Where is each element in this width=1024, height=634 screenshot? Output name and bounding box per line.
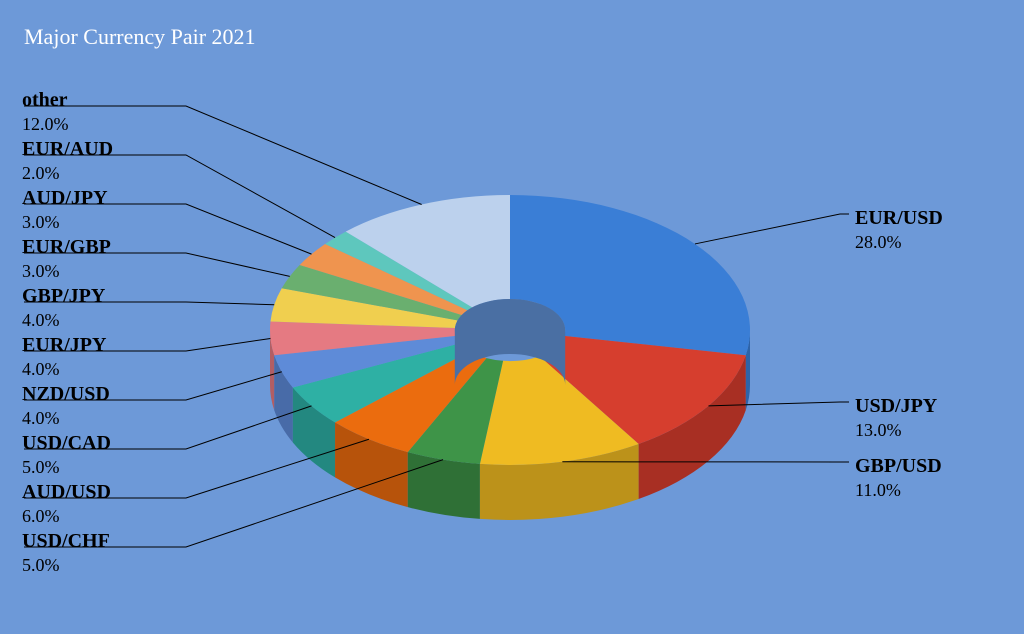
slice-label: GBP/JPY4.0% <box>22 284 105 332</box>
slice-label: EUR/USD28.0% <box>855 206 943 254</box>
slice-label: NZD/USD4.0% <box>22 382 110 430</box>
slice-label: EUR/AUD2.0% <box>22 137 113 185</box>
slice-label: GBP/USD11.0% <box>855 454 942 502</box>
slice-label: EUR/JPY4.0% <box>22 333 106 381</box>
slice-label: AUD/USD6.0% <box>22 480 111 528</box>
slice-label: USD/CHF5.0% <box>22 529 110 577</box>
slice-label: USD/CAD5.0% <box>22 431 111 479</box>
slice-label: EUR/GBP3.0% <box>22 235 111 283</box>
slice-label: AUD/JPY3.0% <box>22 186 108 234</box>
slice-label: USD/JPY13.0% <box>855 394 937 442</box>
slice-label: other12.0% <box>22 88 69 136</box>
pie-chart-3d <box>0 0 1024 634</box>
